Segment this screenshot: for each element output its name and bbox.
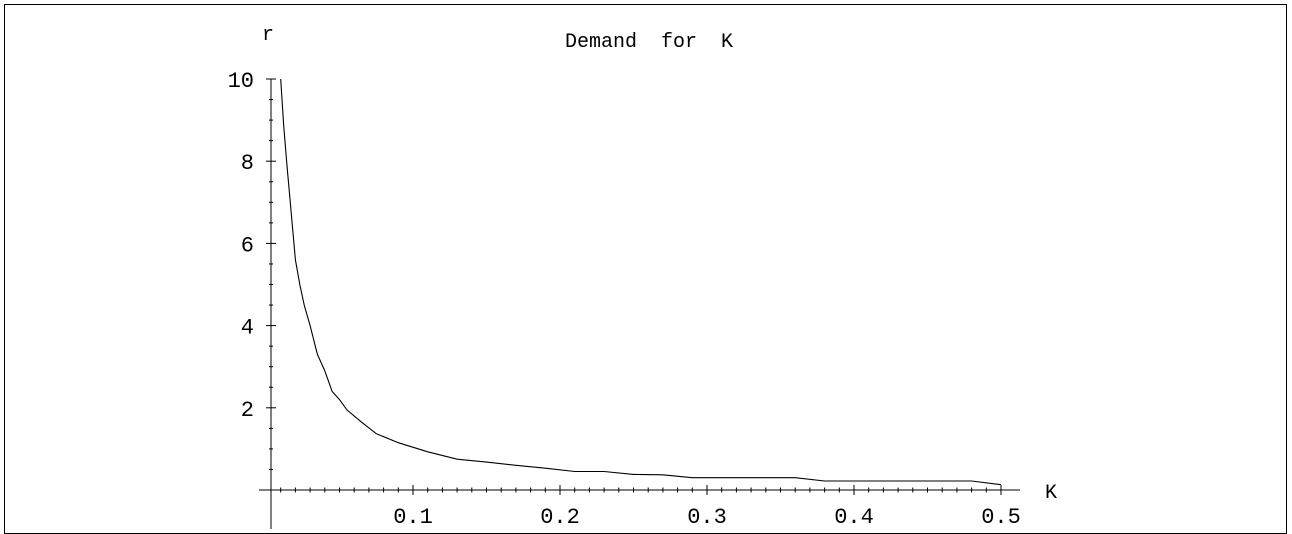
- axes: [259, 79, 1020, 529]
- y-tick-label: 2: [241, 398, 254, 423]
- x-tick-label: 0.2: [540, 505, 580, 529]
- x-axis-label: K: [1045, 482, 1057, 505]
- y-axis-label: r: [262, 24, 274, 47]
- ticks: 0.1 0.2 0.3 0.4 0.5 2 4 6 8 10: [228, 69, 1021, 529]
- x-tick-label: 0.1: [393, 505, 433, 529]
- y-tick-label: 8: [241, 151, 254, 176]
- demand-curve: [280, 78, 1002, 486]
- chart-title: Demand for K: [565, 31, 733, 54]
- x-tick-label: 0.4: [834, 505, 874, 529]
- y-tick-label: 4: [241, 316, 254, 341]
- x-tick-label: 0.3: [687, 505, 727, 529]
- y-tick-label: 10: [228, 69, 254, 94]
- x-tick-label: 0.5: [981, 505, 1021, 529]
- y-tick-label: 6: [241, 233, 254, 258]
